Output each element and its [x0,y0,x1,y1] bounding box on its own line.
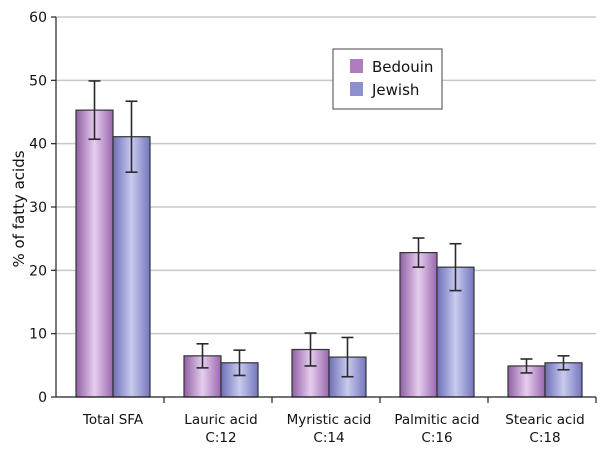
legend-label-jewish: Jewish [371,81,419,99]
error-bars [88,80,570,378]
y-tick-label: 10 [29,327,47,343]
category-label: Stearic acid [505,412,584,428]
category-label: Myristic acid [287,412,372,428]
axes [51,16,597,403]
category-label: Total SFA [82,412,144,428]
bar-bedouin-0 [75,109,114,398]
legend-box [332,48,443,110]
category-sublabel: C:16 [421,430,452,446]
bar-jewish-0 [112,136,151,398]
category-label: Lauric acid [184,412,257,428]
y-tick-label: 40 [29,137,47,153]
x-category-labels: Total SFA Lauric acid C:12 Myristic acid C:1… [82,412,585,446]
y-tick-label: 30 [29,200,47,216]
legend-swatch-bedouin [350,59,363,73]
legend: Bedouin Jewish [332,48,443,110]
y-tick-label: 0 [38,390,47,406]
category-label: Palmitic acid [394,412,479,428]
category-sublabel: C:14 [313,430,344,446]
bar-bedouin-3 [399,252,438,398]
legend-label-bedouin: Bedouin [372,58,433,76]
bars [75,109,583,398]
legend-swatch-jewish [350,82,363,96]
category-sublabel: C:18 [529,430,560,446]
y-axis-label: % of fatty acids [10,150,28,267]
y-tick-label: 60 [29,10,47,26]
y-tick-label: 50 [29,73,47,89]
y-tick-label: 20 [29,263,47,279]
category-sublabel: C:12 [205,430,236,446]
y-tick-labels: 0 10 20 30 40 50 60 [29,10,47,406]
